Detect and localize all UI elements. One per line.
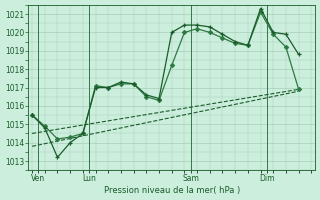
X-axis label: Pression niveau de la mer( hPa ): Pression niveau de la mer( hPa ) [104,186,240,195]
